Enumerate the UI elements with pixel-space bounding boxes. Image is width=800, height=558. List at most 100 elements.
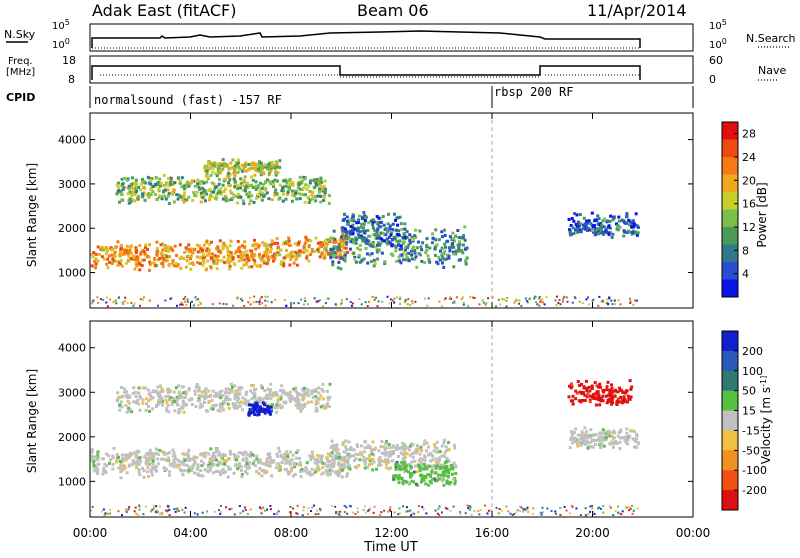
echo-cell	[245, 465, 249, 469]
echo-cell	[332, 240, 336, 244]
echo-cell	[131, 463, 135, 467]
echo-cell	[465, 246, 469, 250]
velocity-colorbar-label: Velocity [m s-1]	[759, 376, 773, 464]
echo-cell	[223, 260, 227, 264]
echo-cell	[413, 234, 417, 238]
echo-cell	[414, 300, 417, 303]
echo-cell	[220, 163, 224, 167]
echo-cell	[283, 241, 287, 245]
echo-cell	[290, 458, 294, 462]
echo-cell	[120, 193, 124, 197]
echo-cell	[541, 298, 544, 301]
echo-cell	[129, 251, 133, 255]
echo-cell	[347, 453, 351, 457]
echo-cell	[225, 303, 228, 306]
echo-cell	[600, 228, 604, 232]
echo-cell	[327, 194, 331, 198]
echo-cell	[240, 475, 244, 479]
echo-cell	[101, 469, 105, 473]
echo-cell	[536, 303, 539, 306]
echo-cell	[141, 401, 145, 405]
echo-cell	[384, 226, 388, 230]
echo-cell	[520, 506, 523, 509]
echo-cell	[362, 257, 366, 261]
echo-cell	[260, 186, 264, 190]
echo-cell	[326, 396, 330, 400]
echo-cell	[173, 508, 176, 511]
echo-cell	[545, 296, 548, 299]
echo-cell	[586, 221, 590, 225]
echo-cell	[386, 230, 390, 234]
echo-cell	[274, 298, 277, 301]
echo-cell	[243, 397, 247, 401]
echo-cell	[451, 477, 455, 481]
colorbar-tick-label: -100	[742, 464, 767, 477]
echo-cell	[246, 467, 250, 471]
echo-cell	[371, 221, 375, 225]
echo-cell	[631, 512, 634, 515]
echo-cell	[236, 455, 240, 459]
echo-cell	[599, 507, 602, 510]
echo-cell	[261, 172, 265, 176]
echo-cell	[219, 192, 223, 196]
echo-cell	[111, 467, 115, 471]
echo-cell	[182, 410, 186, 414]
echo-cell	[372, 511, 375, 514]
echo-cell	[501, 298, 504, 301]
echo-cell	[230, 388, 234, 392]
echo-cell	[585, 514, 588, 517]
echo-cell	[598, 403, 602, 407]
echo-cell	[388, 226, 392, 230]
echo-cell	[234, 389, 238, 393]
echo-cell	[340, 256, 344, 260]
echo-cell	[395, 462, 399, 466]
echo-cell	[118, 250, 122, 254]
echo-cell	[278, 466, 282, 470]
echo-cell	[464, 261, 468, 265]
echo-cell	[232, 471, 236, 475]
echo-cell	[290, 394, 294, 398]
echo-cell	[242, 402, 246, 406]
echo-cell	[621, 390, 625, 394]
echo-cell	[134, 189, 138, 193]
echo-cell	[348, 467, 352, 471]
echo-cell	[397, 474, 401, 478]
echo-cell	[130, 257, 134, 261]
echo-cell	[134, 178, 138, 182]
echo-cell	[221, 158, 225, 162]
echo-cell	[262, 409, 266, 413]
echo-cell	[371, 468, 375, 472]
echo-cell	[342, 463, 346, 467]
echo-cell	[245, 459, 249, 463]
echo-cell	[203, 199, 207, 203]
echo-cell	[216, 191, 220, 195]
echo-cell	[214, 403, 218, 407]
echo-cell	[127, 255, 131, 259]
echo-cell	[250, 175, 254, 179]
echo-cell	[619, 388, 623, 392]
echo-cell	[216, 394, 220, 398]
echo-cell	[417, 459, 421, 463]
echo-cell	[364, 215, 368, 219]
echo-cell	[443, 473, 447, 477]
echo-cell	[250, 166, 254, 170]
echo-cell	[316, 241, 320, 245]
echo-cell	[155, 505, 158, 508]
echo-cell	[383, 448, 387, 452]
echo-cell	[382, 223, 386, 227]
echo-cell	[337, 260, 341, 264]
echo-cell	[281, 260, 285, 264]
echo-cell	[393, 297, 396, 300]
echo-cell	[601, 438, 605, 442]
echo-cell	[431, 232, 435, 236]
echo-cell	[546, 507, 549, 510]
echo-cell	[112, 259, 116, 263]
echo-cell	[424, 251, 428, 255]
colorbar-segment	[722, 350, 738, 372]
echo-cell	[453, 479, 457, 483]
echo-cell	[229, 452, 233, 456]
echo-cell	[584, 507, 587, 510]
echo-cell	[304, 183, 308, 187]
echo-cell	[321, 189, 325, 193]
